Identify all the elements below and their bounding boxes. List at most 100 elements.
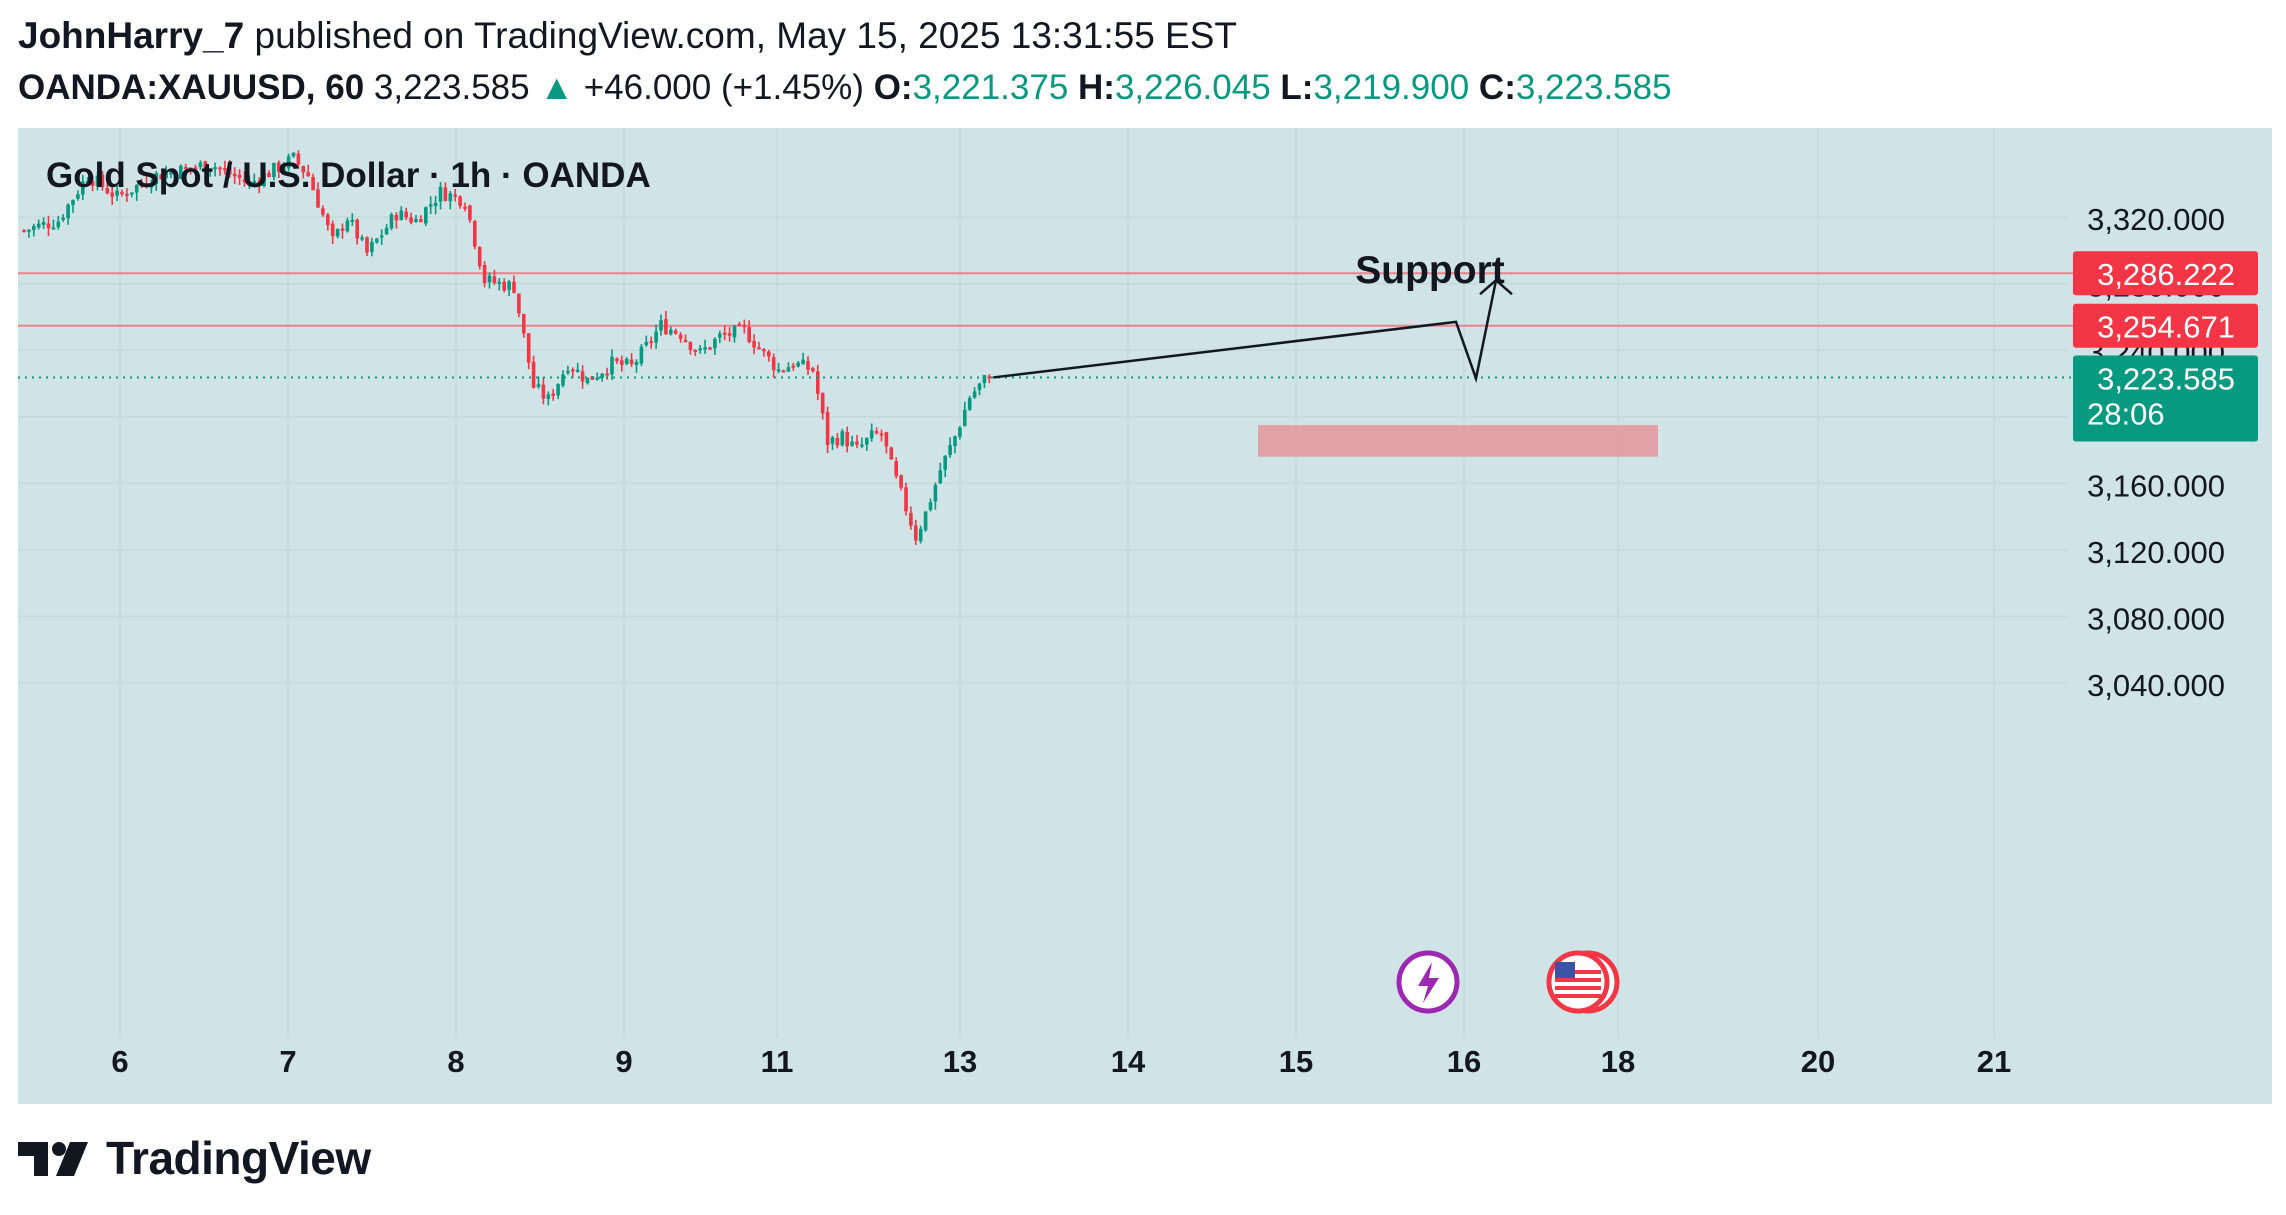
candle-body [36, 223, 41, 228]
candle [71, 199, 75, 213]
candle [414, 214, 418, 223]
candle [228, 159, 232, 178]
brand-name[interactable]: TradingView [106, 1132, 371, 1184]
candle-body [786, 367, 791, 372]
candle-body [301, 166, 306, 173]
candle [825, 406, 830, 454]
candle-body [639, 346, 644, 364]
candle [463, 202, 467, 212]
candle [355, 218, 359, 245]
candle [262, 167, 266, 188]
candle [688, 341, 693, 355]
candle [742, 319, 747, 334]
x-tick-label: 18 [1601, 1044, 1635, 1079]
candle [179, 164, 183, 179]
tradingview-logo-icon[interactable] [18, 1138, 92, 1178]
candle [428, 196, 433, 214]
candle-body [22, 230, 26, 233]
candle-body [757, 347, 761, 350]
candle [634, 359, 639, 373]
x-tick-label: 15 [1279, 1044, 1313, 1079]
candle-body [448, 193, 453, 202]
candle-body [727, 333, 732, 336]
candle-body [144, 183, 149, 187]
candle [928, 498, 933, 512]
candle-body [512, 281, 516, 293]
author-name[interactable]: JohnHarry_7 [18, 15, 245, 56]
candle [972, 387, 977, 400]
candle-body [252, 180, 257, 183]
candle-body [125, 193, 129, 196]
candle-body [335, 229, 340, 237]
candle [345, 217, 350, 233]
candle-body [718, 333, 722, 338]
candle [27, 229, 31, 238]
candle [914, 519, 918, 545]
candle [286, 153, 291, 172]
candle-body [938, 470, 943, 484]
candle-body [825, 411, 830, 446]
candle-body [610, 356, 614, 375]
candle [517, 293, 521, 318]
candle [722, 325, 727, 341]
candle-body [713, 338, 717, 349]
candle [321, 205, 325, 217]
candle-body [850, 441, 854, 446]
candle-body [316, 189, 320, 208]
candle [174, 170, 178, 181]
low-value: 3,219.900 [1313, 68, 1470, 107]
candle-body [909, 512, 913, 526]
candle-body [977, 383, 982, 391]
candle [767, 349, 771, 362]
symbol: OANDA:XAUUSD, 60 [18, 68, 365, 107]
candle [811, 366, 815, 373]
candle [193, 164, 198, 176]
candle [522, 313, 526, 338]
price-chart[interactable]: 3,320.0003,280.0003,240.0003,200.0003,16… [18, 128, 2272, 1104]
candle-body [468, 205, 472, 220]
candle-body [419, 219, 423, 223]
candle [125, 188, 129, 203]
candle [561, 370, 565, 388]
candle [615, 357, 619, 364]
candle [208, 168, 212, 177]
candle [76, 190, 80, 201]
candle [213, 162, 217, 177]
candle-body [791, 365, 796, 368]
candle [752, 334, 756, 355]
candle [820, 392, 825, 420]
candle-body [277, 162, 281, 172]
candle [879, 429, 884, 442]
arrow-head-icon [1479, 278, 1513, 296]
candle-body [615, 358, 619, 362]
candle [938, 462, 943, 485]
candle-body [100, 174, 105, 188]
price-tag: 3,286.222 [2097, 257, 2235, 292]
x-tick-label: 13 [943, 1044, 977, 1079]
candle-body [531, 361, 536, 388]
flag-stripe [1555, 978, 1601, 982]
candle [66, 203, 70, 225]
candle-body [673, 330, 678, 334]
candle [649, 336, 653, 349]
candle [482, 261, 487, 288]
candle [90, 175, 95, 192]
candle-body [487, 275, 492, 283]
candle-body [664, 319, 668, 335]
candle-body [816, 371, 820, 394]
candle-body [678, 334, 683, 339]
candle [438, 182, 443, 210]
open-value: 3,221.375 [912, 68, 1069, 107]
publish-info: JohnHarry_7 published on TradingView.com… [18, 12, 1237, 60]
candle [267, 170, 271, 178]
candle-body [41, 222, 46, 225]
candle [874, 427, 879, 435]
candle-body [311, 176, 315, 191]
candle-body [634, 361, 639, 366]
high-label: H: [1078, 68, 1115, 107]
candle-body [747, 326, 751, 343]
candle-body [855, 441, 859, 445]
candle [732, 324, 737, 343]
candle-body [232, 173, 237, 177]
candle-body [536, 384, 541, 387]
